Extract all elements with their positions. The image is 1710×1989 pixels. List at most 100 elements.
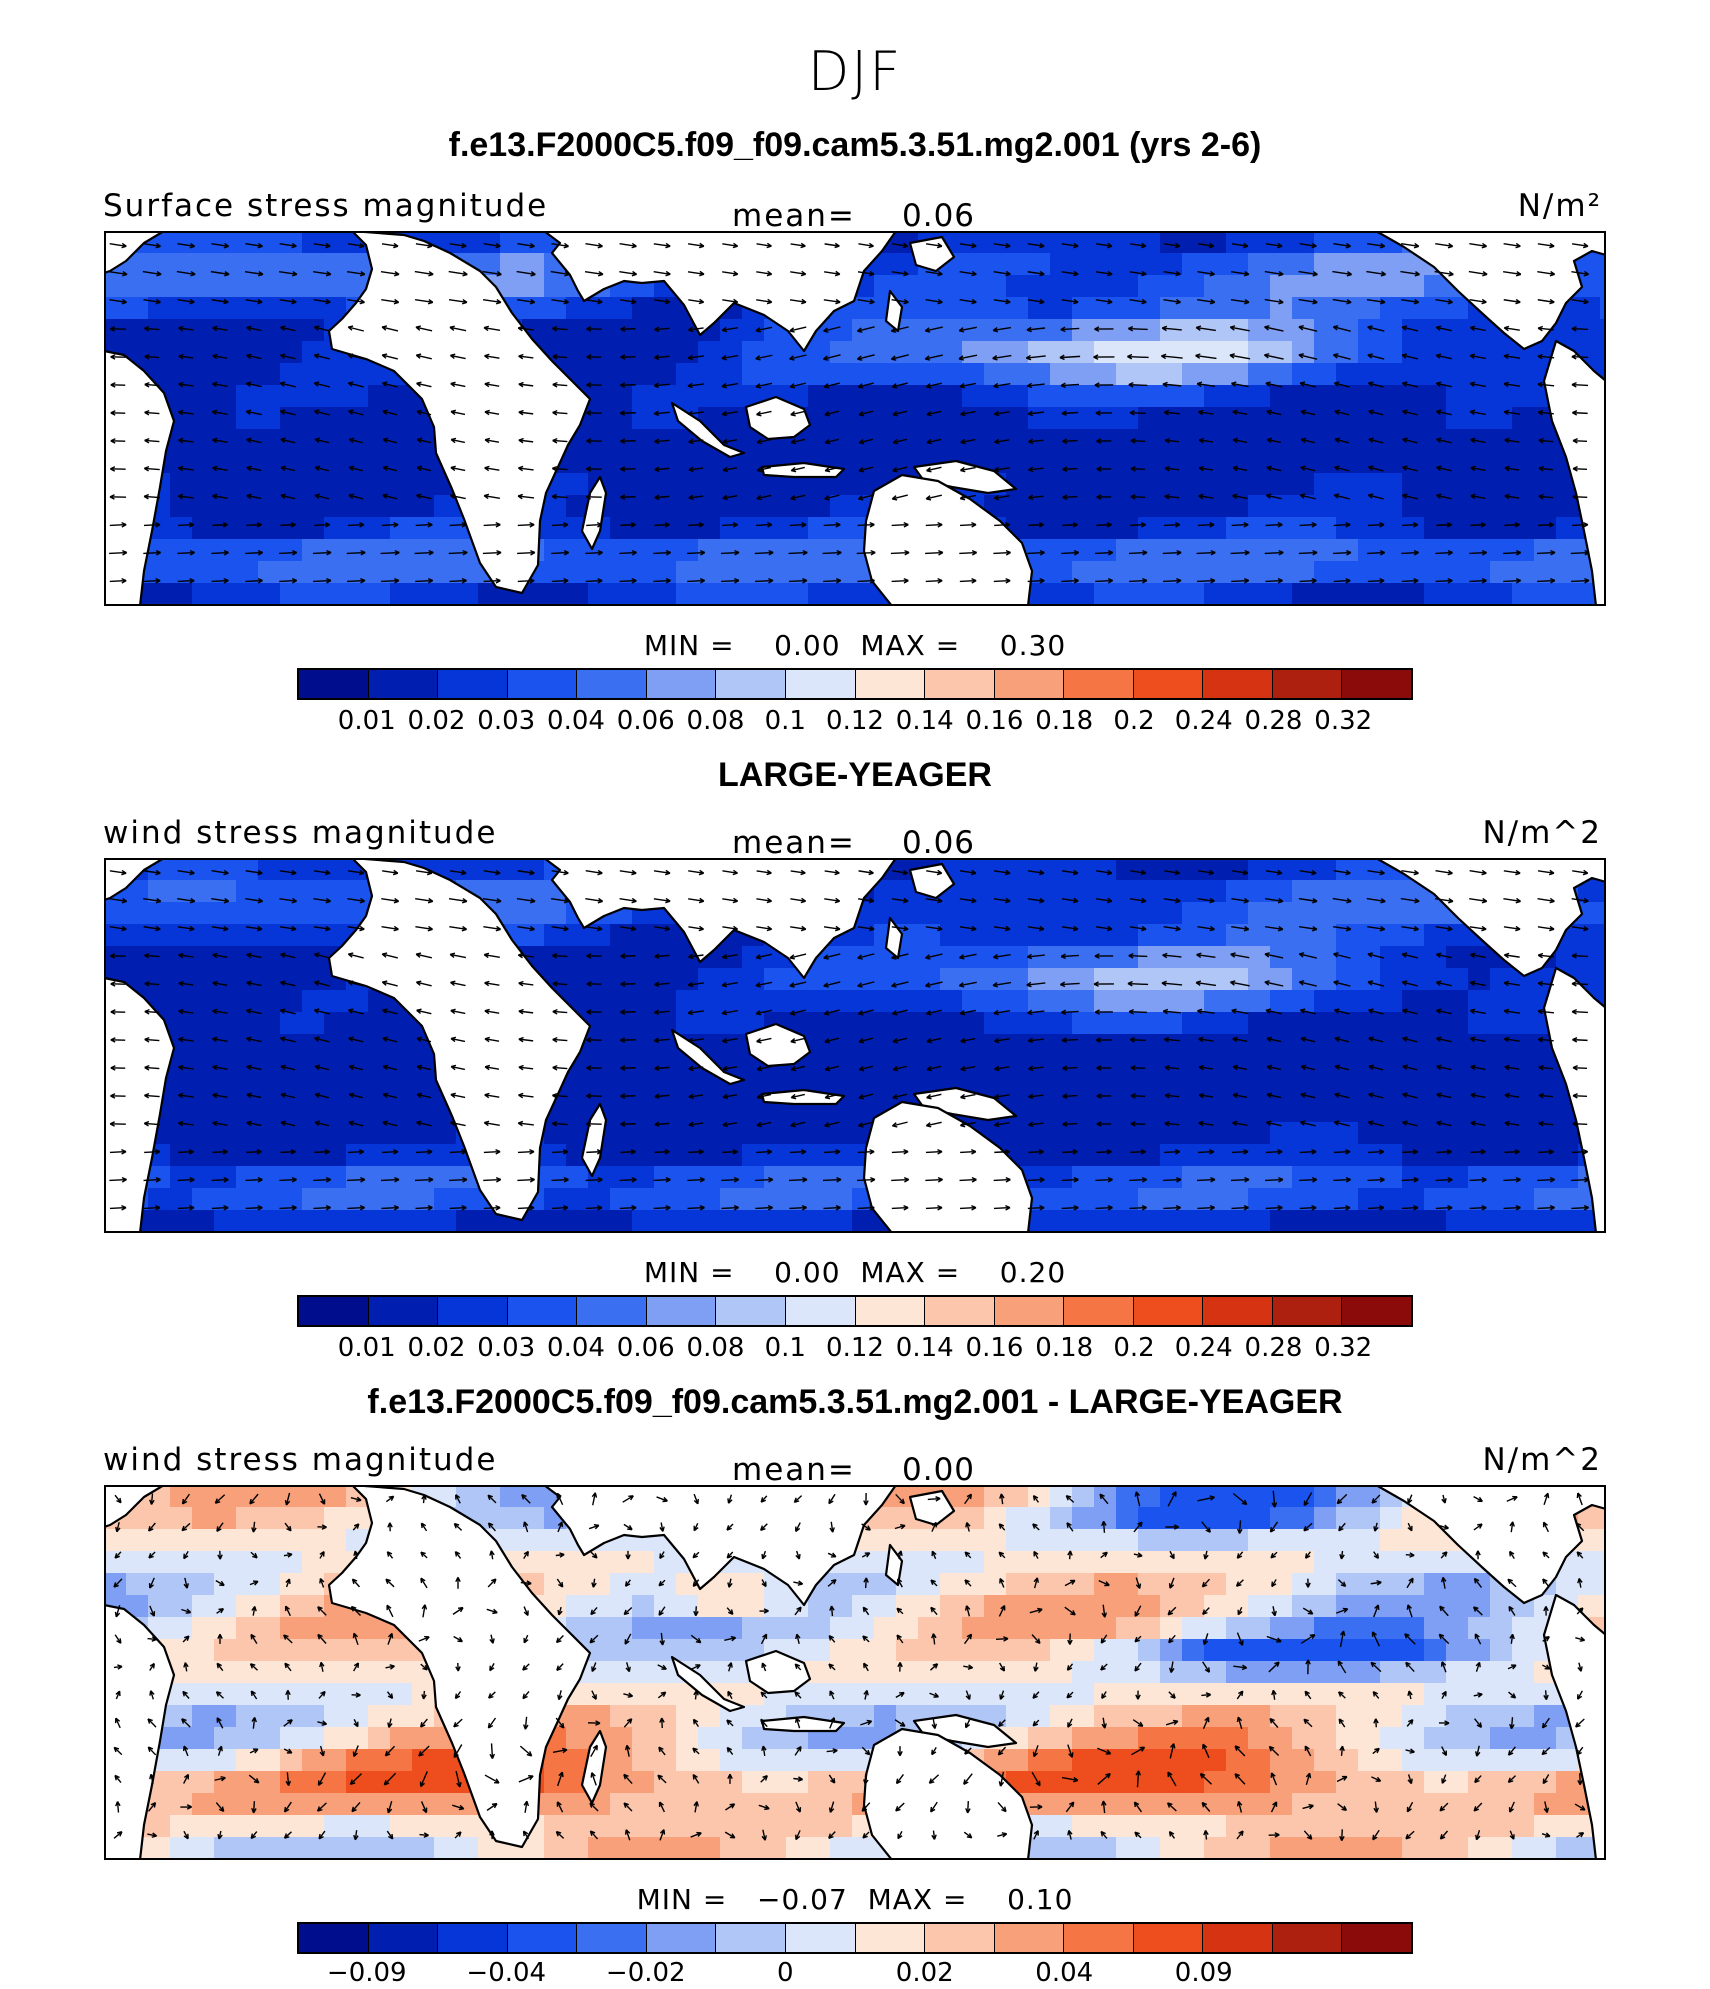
colorbar-swatch <box>506 1924 577 1952</box>
panel-3-mean-label: mean= <box>732 1452 856 1488</box>
coastline <box>884 916 904 960</box>
colorbar-swatch <box>784 1924 855 1952</box>
colorbar-swatch <box>645 1297 716 1325</box>
colorbar-tick-label: 0.1 <box>764 706 806 736</box>
coastline <box>104 1603 176 1860</box>
map-frame <box>104 231 1606 606</box>
colorbar-swatch <box>576 1924 646 1952</box>
land-masses <box>104 858 1606 1233</box>
colorbar-tick-label: −0.09 <box>326 1958 407 1988</box>
coastline <box>670 401 746 459</box>
colorbar-tick-label: 0.06 <box>616 706 675 736</box>
colorbar-swatch <box>784 670 855 698</box>
colorbar-swatch <box>715 1297 785 1325</box>
coastline <box>580 475 608 551</box>
panel-3-colorbar-ticks: −0.09 −0.04 −0.02 0 0.02 0.04 0.09 <box>297 1958 1413 1989</box>
colorbar-swatch <box>645 670 716 698</box>
colorbar-swatch <box>576 670 646 698</box>
panel-1-variable-label: Surface stress magnitude <box>103 188 549 224</box>
panel-1-map <box>104 231 1606 606</box>
panel-1-units: N/m² <box>1517 188 1602 224</box>
season-title: DJF <box>807 40 903 103</box>
colorbar-tick-label: 0.12 <box>826 706 884 736</box>
colorbar-swatch <box>437 1924 507 1952</box>
colorbar-swatch <box>1202 1297 1272 1325</box>
colorbar-swatch <box>1132 1297 1203 1325</box>
coastline <box>104 976 176 1233</box>
colorbar-swatch <box>506 1297 577 1325</box>
map-frame <box>104 858 1606 1233</box>
coastline <box>104 231 166 275</box>
coastline <box>1374 858 1606 978</box>
coastline <box>580 1102 608 1178</box>
coastline <box>884 289 904 333</box>
panel-3-mean-value: 0.00 <box>902 1452 976 1488</box>
coastline <box>760 1088 846 1106</box>
coastline <box>760 1715 846 1733</box>
colorbar-tick-label: 0.1 <box>764 1333 806 1363</box>
colorbar-swatch <box>854 1297 925 1325</box>
land-masses <box>104 231 1606 606</box>
colorbar-swatch <box>1341 1297 1411 1325</box>
colorbar-swatch <box>1271 1924 1342 1952</box>
colorbar-swatch <box>1132 1924 1203 1952</box>
coastline <box>104 858 166 902</box>
colorbar-swatch <box>437 1297 507 1325</box>
colorbar-swatch <box>924 1297 994 1325</box>
colorbar-tick-label: 0.03 <box>477 1333 536 1363</box>
panel-1-colorbar-ticks: 0.01 0.02 0.03 0.04 0.06 0.08 0.1 0.12 0.14 0.16 0… <box>297 706 1413 742</box>
colorbar-tick-label: −0.04 <box>466 1958 547 1988</box>
colorbar-swatch <box>993 1924 1064 1952</box>
colorbar-swatch <box>1063 1924 1133 1952</box>
panel-1-colorbar <box>297 668 1413 700</box>
colorbar-tick-label: 0.01 <box>337 706 396 736</box>
coastline <box>862 1727 1034 1860</box>
colorbar-tick-label: 0.32 <box>1314 1333 1373 1363</box>
coastline <box>908 862 956 900</box>
colorbar-tick-label: 0.28 <box>1244 1333 1303 1363</box>
panel-2-mean-label: mean= <box>732 825 856 861</box>
coastline <box>327 231 592 595</box>
colorbar-tick-label: 0.24 <box>1174 706 1233 736</box>
colorbar-swatch <box>993 670 1064 698</box>
land-masses <box>104 1485 1606 1860</box>
colorbar-swatch <box>299 1924 368 1952</box>
colorbar-swatch <box>1202 670 1272 698</box>
colorbar-tick-label: 0.32 <box>1314 706 1373 736</box>
panel-3-colorbar <box>297 1922 1413 1954</box>
colorbar-swatch <box>299 1297 368 1325</box>
panel-3-min-max: MIN = −0.07 MAX = 0.10 <box>636 1883 1074 1916</box>
colorbar-tick-label: 0.06 <box>616 1333 675 1363</box>
colorbar-swatch <box>715 670 785 698</box>
colorbar-tick-label: 0 <box>776 1958 794 1988</box>
panel-3-map <box>104 1485 1606 1860</box>
colorbar-tick-label: 0.01 <box>337 1333 396 1363</box>
map-frame <box>104 1485 1606 1860</box>
colorbar-swatch <box>506 670 577 698</box>
colorbar-swatch <box>576 1297 646 1325</box>
colorbar-tick-label: 0.02 <box>407 706 466 736</box>
panel-2-colorbar-ticks: 0.01 0.02 0.03 0.04 0.06 0.08 0.1 0.12 0.14 0.16 0… <box>297 1333 1413 1369</box>
colorbar-tick-label: −0.02 <box>605 1958 686 1988</box>
panel-2-units: N/m^2 <box>1482 815 1602 851</box>
colorbar-tick-label: 0.03 <box>477 706 536 736</box>
coastline <box>862 1100 1034 1233</box>
coastline <box>670 1028 746 1086</box>
colorbar-tick-label: 0.2 <box>1113 1333 1155 1363</box>
colorbar-tick-label: 0.02 <box>895 1958 954 1988</box>
colorbar-tick-label: 0.16 <box>965 1333 1024 1363</box>
coastline <box>744 1649 812 1695</box>
coastline <box>744 1022 812 1068</box>
coastline <box>104 1485 166 1529</box>
panel-3-title: f.e13.F2000C5.f09_f09.cam5.3.51.mg2.001 … <box>367 1383 1343 1421</box>
panel-1-min-max: MIN = 0.00 MAX = 0.30 <box>643 629 1067 662</box>
colorbar-tick-label: 0.02 <box>407 1333 466 1363</box>
coastline <box>580 1729 608 1805</box>
colorbar-swatch <box>1341 670 1411 698</box>
colorbar-tick-label: 0.2 <box>1113 706 1155 736</box>
coastline <box>862 473 1034 606</box>
coastline <box>760 461 846 479</box>
panel-3-units: N/m^2 <box>1482 1442 1602 1478</box>
colorbar-swatch <box>1063 1297 1133 1325</box>
wind-arrows <box>113 1490 1586 1842</box>
